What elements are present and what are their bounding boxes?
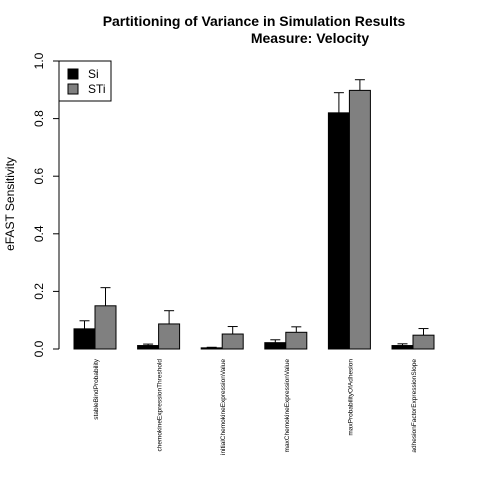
bar-si [200,347,223,350]
category-label: chemokineExpressionThreshold [157,359,164,452]
bar-sti [285,331,308,350]
y-tick-label: 1.0 [32,52,46,69]
bar-si [391,345,414,350]
bar-si [137,345,160,350]
bar-si [264,342,287,350]
y-tick-label: 0.4 [32,225,46,242]
y-tick-label: 0.2 [32,283,46,300]
bar-sti [348,89,371,350]
legend-swatch-sti [67,83,79,95]
y-axis-label: eFAST Sensitivity [3,157,17,251]
bar-sti [412,334,435,350]
bar-sti [158,323,181,350]
category-label: stableBindProbability [93,358,100,419]
legend-label-si: Si [88,67,99,81]
y-tick-label: 0.0 [32,340,46,357]
category-label: initialChemokineExpressionValue [220,359,227,455]
legend-swatch-si [67,68,79,80]
chart-subtitle: Measure: Velocity [251,30,369,46]
chart-title: Partitioning of Variance in Simulation R… [103,13,406,29]
y-tick-label: 0.6 [32,168,46,185]
category-label: maxProbabilityOfAdhesion [347,359,354,436]
plot-area: 0.0 0.2 0.4 0.6 0.8 1.0 stableBindProbability c… [32,52,435,455]
legend-label-sti: STi [88,82,106,96]
category-label: maxChemokineExpressionValue [284,359,291,453]
bar-si [327,112,350,350]
category-label: adhesionFactorExpressionSlope [411,359,418,453]
bar-sti [221,333,244,350]
y-tick-label: 0.8 [32,110,46,127]
bar-si [73,328,96,350]
bar-sti [94,305,117,350]
